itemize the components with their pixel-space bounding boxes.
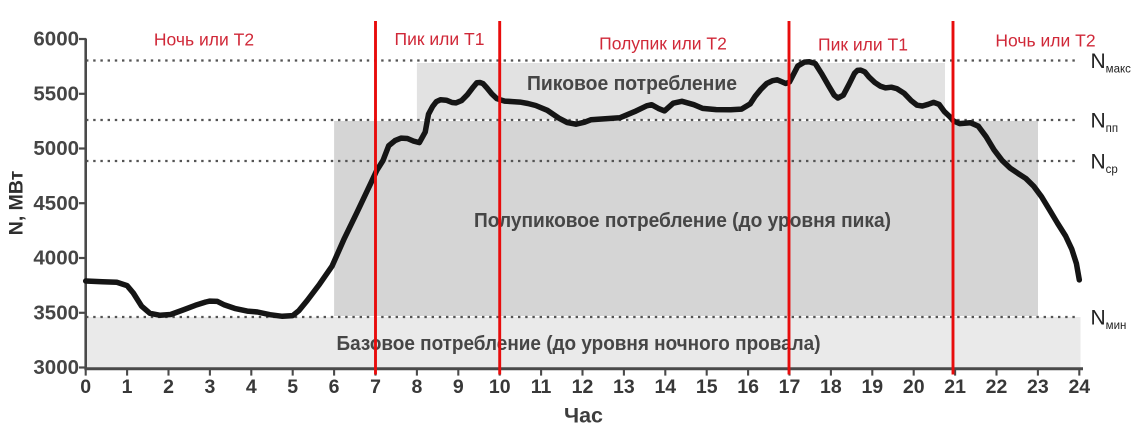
svg-text:23: 23: [1027, 376, 1049, 398]
svg-text:10: 10: [489, 376, 511, 398]
svg-text:3: 3: [204, 376, 215, 398]
svg-text:3500: 3500: [33, 301, 79, 324]
svg-text:22: 22: [986, 376, 1008, 398]
svg-text:0: 0: [80, 376, 91, 398]
svg-text:Ночь или Т2: Ночь или Т2: [154, 30, 254, 50]
svg-text:Полупик или Т2: Полупик или Т2: [599, 34, 727, 54]
svg-text:3000: 3000: [33, 356, 79, 379]
svg-text:N, МВт: N, МВт: [6, 171, 28, 236]
svg-text:9: 9: [453, 376, 464, 398]
svg-text:20: 20: [903, 376, 925, 398]
svg-text:11: 11: [531, 376, 552, 398]
svg-text:5000: 5000: [33, 137, 79, 160]
svg-text:4: 4: [246, 376, 257, 398]
svg-text:13: 13: [613, 376, 635, 398]
svg-text:17: 17: [779, 376, 801, 398]
svg-text:Час: Час: [564, 404, 603, 428]
svg-text:7: 7: [370, 376, 381, 398]
svg-text:6000: 6000: [33, 28, 79, 51]
svg-text:Полупиковое потребление (до ур: Полупиковое потребление (до уровня пика): [474, 210, 891, 232]
svg-text:Пиковое потребление: Пиковое потребление: [527, 73, 737, 95]
svg-text:Базовое потребление (до уровня: Базовое потребление (до уровня ночного п…: [337, 333, 821, 355]
svg-text:16: 16: [737, 376, 759, 398]
svg-text:8: 8: [411, 376, 422, 398]
svg-text:19: 19: [861, 376, 883, 398]
svg-text:12: 12: [572, 376, 594, 398]
svg-text:14: 14: [654, 376, 676, 398]
svg-text:6: 6: [329, 376, 340, 398]
svg-text:2: 2: [163, 376, 174, 398]
svg-text:15: 15: [696, 376, 718, 398]
svg-text:24: 24: [1068, 376, 1090, 398]
svg-text:5: 5: [287, 376, 298, 398]
svg-text:Ночь или Т2: Ночь или Т2: [995, 31, 1095, 51]
svg-text:Пик или Т1: Пик или Т1: [818, 35, 908, 55]
svg-text:5500: 5500: [33, 82, 79, 105]
svg-text:4500: 4500: [33, 192, 79, 215]
svg-text:4000: 4000: [33, 247, 79, 270]
svg-text:18: 18: [820, 376, 842, 398]
svg-text:21: 21: [944, 376, 966, 398]
svg-text:1: 1: [122, 376, 133, 398]
svg-text:Пик или Т1: Пик или Т1: [395, 29, 485, 49]
